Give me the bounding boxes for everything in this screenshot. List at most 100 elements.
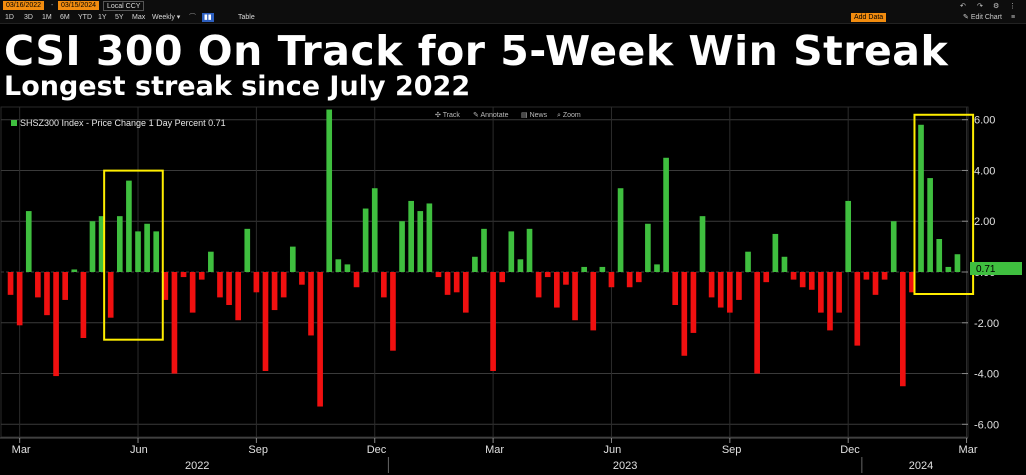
chart-toolbar: 03/16/2022 - 03/15/2024 Local CCY 1D 3D … <box>0 0 1026 24</box>
line-chart-icon[interactable]: ⌒ <box>189 14 196 21</box>
currency-select[interactable]: Local CCY <box>103 1 145 11</box>
tool-track[interactable]: ✣ Track <box>435 111 460 119</box>
bar <box>690 272 697 333</box>
bar <box>235 272 241 321</box>
bar <box>936 239 943 272</box>
bar <box>362 208 369 272</box>
page-subtitle: Longest streak since July 2022 <box>4 71 471 102</box>
last-value-label: 0.71 <box>976 264 996 275</box>
bar <box>845 200 852 272</box>
bar <box>417 211 424 272</box>
tool-zoom[interactable]: ⌕ Zoom <box>557 112 581 119</box>
bar <box>572 272 578 321</box>
y-tick-label: 6.00 <box>974 115 995 127</box>
bar <box>599 266 606 272</box>
range-6m-button[interactable]: 6M <box>60 14 70 21</box>
bar <box>344 264 351 272</box>
range-1y-button[interactable]: 1Y <box>98 14 107 21</box>
bar <box>754 272 760 374</box>
bars <box>7 109 961 407</box>
bar <box>663 157 669 272</box>
bar <box>927 178 933 272</box>
bar <box>499 272 506 283</box>
menu-icon[interactable]: ≡ <box>1011 14 1016 21</box>
bar <box>672 272 679 305</box>
bar <box>490 272 496 371</box>
bar <box>608 272 615 288</box>
bar <box>890 221 897 272</box>
y-tick-label: -4.00 <box>974 369 999 381</box>
bar <box>135 231 141 272</box>
year-label: 2023 <box>613 460 637 472</box>
chart-tools: ✣ Track ✎ Annotate ▤ News ⌕ Zoom <box>435 111 581 119</box>
bar <box>736 272 742 300</box>
start-date-field[interactable]: 03/16/2022 <box>3 1 45 10</box>
bar-chart-icon[interactable]: ▮▮ <box>202 13 214 22</box>
x-tick-label: Sep <box>722 444 742 456</box>
bar <box>544 272 551 278</box>
range-ytd-button[interactable]: YTD <box>78 14 92 21</box>
range-1m-button[interactable]: 1M <box>42 14 52 21</box>
bar <box>899 272 906 387</box>
last-value-marker: 0.71 <box>970 262 1022 275</box>
x-axis: Mar Jun Sep Dec Mar Jun Sep Dec Mar 2022 2023 2024 <box>0 437 978 473</box>
bar <box>563 272 569 285</box>
x-tick-label: Mar <box>959 444 978 456</box>
bar <box>554 272 560 308</box>
date-separator: - <box>51 2 54 9</box>
bar <box>353 272 360 288</box>
bar <box>16 272 23 326</box>
x-tick-label: Jun <box>130 444 148 456</box>
bar <box>699 216 706 272</box>
bar <box>763 272 770 283</box>
bar <box>708 272 715 298</box>
bar <box>153 231 160 272</box>
bar <box>262 272 269 371</box>
x-tick-label: Mar <box>485 444 504 456</box>
bar <box>299 272 305 285</box>
highlight-box <box>103 169 164 341</box>
range-1d-button[interactable]: 1D <box>5 14 14 21</box>
bar <box>681 272 688 356</box>
add-data-button[interactable]: Add Data <box>851 13 887 22</box>
bar <box>426 203 433 272</box>
bar <box>126 180 132 272</box>
bar <box>909 272 915 293</box>
bar <box>818 272 824 313</box>
bar <box>472 256 478 272</box>
y-tick-label: 2.00 <box>974 216 995 228</box>
more-icon[interactable]: ⋮ <box>1009 3 1016 10</box>
bar <box>508 231 515 272</box>
range-max-button[interactable]: Max <box>132 14 146 21</box>
bar <box>645 223 651 272</box>
bar <box>517 259 524 272</box>
pencil-icon: ✎ <box>963 14 969 21</box>
bar <box>280 272 287 298</box>
tool-annotate[interactable]: ✎ Annotate <box>473 112 509 119</box>
x-tick-label: Dec <box>367 444 387 456</box>
bar <box>308 272 314 336</box>
edit-chart-button[interactable]: ✎ Edit Chart <box>963 13 1002 22</box>
edit-chart-label: Edit Chart <box>970 14 1002 21</box>
bar <box>71 269 78 272</box>
bar <box>180 272 187 278</box>
table-button[interactable]: Table <box>238 14 255 21</box>
range-5y-button[interactable]: 5Y <box>115 14 124 21</box>
weekly-change-chart[interactable]: 6.004.002.000.00-2.00-4.00-6.00 MarJunSe… <box>0 105 1026 475</box>
end-date-field[interactable]: 03/15/2024 <box>58 1 100 10</box>
redo-icon[interactable]: ↷ <box>977 3 983 10</box>
bar <box>25 211 32 272</box>
range-3d-button[interactable]: 3D <box>24 14 33 21</box>
bar <box>790 272 797 280</box>
bar <box>590 272 597 331</box>
tool-annotate-label: Annotate <box>480 112 508 119</box>
settings-icon[interactable]: ⚙ <box>993 3 1000 10</box>
bar <box>371 188 378 272</box>
tool-news[interactable]: ▤ News <box>521 112 548 119</box>
bar <box>35 272 41 298</box>
bar <box>462 272 469 313</box>
bar <box>635 272 642 283</box>
bar <box>827 272 833 331</box>
undo-icon[interactable]: ↶ <box>960 3 966 10</box>
frequency-select[interactable]: Weekly ▾ <box>152 13 180 22</box>
